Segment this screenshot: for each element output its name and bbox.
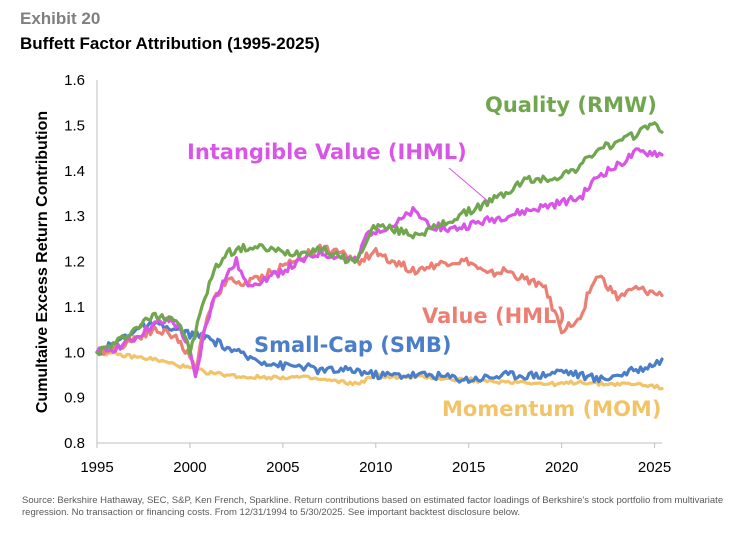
y-tick-label: 1.4 xyxy=(64,163,85,180)
y-tick-label: 1.2 xyxy=(64,254,85,271)
x-tick-label: 2020 xyxy=(545,459,578,476)
exhibit-label: Exhibit 20 xyxy=(20,9,101,28)
x-tick-label: 2010 xyxy=(359,459,392,476)
y-tick-label: 0.8 xyxy=(64,435,85,452)
y-tick-label: 1.0 xyxy=(64,344,85,361)
y-tick-label: 1.6 xyxy=(64,72,85,89)
series-line-intangible-value-ihml xyxy=(95,147,664,379)
x-tick-label: 2025 xyxy=(638,459,671,476)
series-line-momentum-mom xyxy=(95,350,664,391)
source-note: Source: Berkshire Hathaway, SEC, S&P, Ke… xyxy=(22,495,724,518)
x-tick-label: 2005 xyxy=(266,459,299,476)
series-lines xyxy=(95,121,664,391)
y-tick-label: 1.5 xyxy=(64,117,85,134)
chart-title: Buffett Factor Attribution (1995-2025) xyxy=(20,34,320,53)
series-label-small-cap: Small-Cap (SMB) xyxy=(254,333,451,357)
y-tick-label: 0.9 xyxy=(64,390,85,407)
label-leader-line xyxy=(448,167,491,204)
series-line-quality-rmw xyxy=(95,121,664,357)
y-tick-label: 1.1 xyxy=(64,299,85,316)
series-label-quality: Quality (RMW) xyxy=(485,93,657,117)
series-label-value: Value (HML) xyxy=(422,304,566,328)
y-axis-label: Cumultaive Excess Return Contribution xyxy=(34,111,51,413)
series-label-momentum: Momentum (MOM) xyxy=(442,397,661,421)
series-line-small-cap-smb xyxy=(95,320,664,384)
x-tick-label: 2015 xyxy=(452,459,485,476)
axes: 0.8 0.9 1.0 1.1 1.2 1.3 1.4 1.5 1.6 1995 2000 2005 2… xyxy=(64,72,671,476)
x-tick-label: 2000 xyxy=(173,459,206,476)
x-tick-label: 1995 xyxy=(80,459,113,476)
y-tick-label: 1.3 xyxy=(64,208,85,225)
series-label-intangible-value: Intangible Value (IHML) xyxy=(187,140,467,164)
